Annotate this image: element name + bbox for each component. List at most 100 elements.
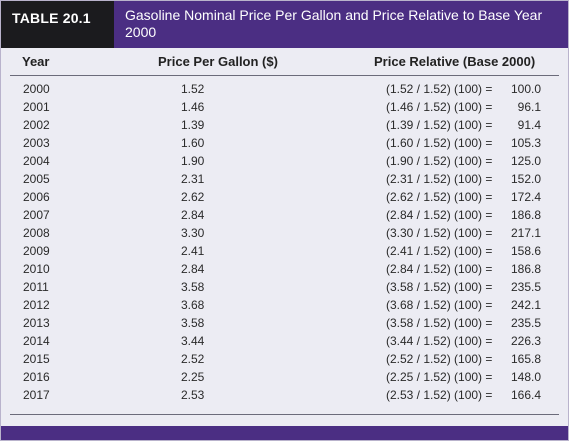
price-relative-expression: (1.90 / 1.52) (100) =	[386, 154, 493, 168]
year-cell: 2002	[23, 118, 50, 132]
table-row: 2002 1.39 (1.39 / 1.52) (100) = 91.4	[1, 116, 568, 134]
header-divider	[10, 75, 559, 76]
table-row: 2007 2.84 (2.84 / 1.52) (100) = 186.8	[1, 206, 568, 224]
table-row: 2006 2.62 (2.62 / 1.52) (100) = 172.4	[1, 188, 568, 206]
year-cell: 2013	[23, 316, 50, 330]
table-row: 2001 1.46 (1.46 / 1.52) (100) = 96.1	[1, 98, 568, 116]
year-cell: 2009	[23, 244, 50, 258]
table-header-bar: TABLE 20.1 Gasoline Nominal Price Per Ga…	[1, 1, 568, 48]
table-row: 2010 2.84 (2.84 / 1.52) (100) = 186.8	[1, 260, 568, 278]
table-bottom-rule	[10, 414, 559, 415]
table-row: 2016 2.25 (2.25 / 1.52) (100) = 148.0	[1, 368, 568, 386]
price-relative-value: 91.4	[517, 118, 541, 132]
price-relative-expression: (2.41 / 1.52) (100) =	[386, 244, 493, 258]
price-cell: 2.41	[181, 244, 205, 258]
price-cell: 3.30	[181, 226, 205, 240]
year-cell: 2006	[23, 190, 50, 204]
price-relative-expression: (3.58 / 1.52) (100) =	[386, 316, 493, 330]
year-cell: 2015	[23, 352, 50, 366]
price-relative-value: 165.8	[510, 352, 541, 366]
price-relative-value: 242.1	[510, 298, 541, 312]
year-cell: 2012	[23, 298, 50, 312]
column-header-price: Price Per Gallon ($)	[158, 54, 278, 69]
table-footer-bar	[1, 426, 568, 440]
price-cell: 1.60	[181, 136, 205, 150]
table-row: 2012 3.68 (3.68 / 1.52) (100) = 242.1	[1, 296, 568, 314]
price-relative-value: 235.5	[510, 316, 541, 330]
price-cell: 2.25	[181, 370, 205, 384]
price-relative-value: 96.1	[517, 100, 541, 114]
price-cell: 2.62	[181, 190, 205, 204]
price-cell: 2.31	[181, 172, 205, 186]
price-cell: 1.52	[181, 82, 205, 96]
year-cell: 2011	[23, 280, 49, 294]
price-relative-expression: (3.44 / 1.52) (100) =	[386, 334, 493, 348]
table-row: 2014 3.44 (3.44 / 1.52) (100) = 226.3	[1, 332, 568, 350]
price-relative-expression: (2.31 / 1.52) (100) =	[386, 172, 493, 186]
price-cell: 3.58	[181, 316, 205, 330]
price-cell: 1.90	[181, 154, 205, 168]
price-cell: 3.58	[181, 280, 205, 294]
year-cell: 2016	[23, 370, 50, 384]
year-cell: 2007	[23, 208, 50, 222]
year-cell: 2017	[23, 388, 50, 402]
price-relative-value: 105.3	[510, 136, 541, 150]
price-relative-value: 100.0	[510, 82, 541, 96]
table-row: 2004 1.90 (1.90 / 1.52) (100) = 125.0	[1, 152, 568, 170]
price-relative-value: 125.0	[510, 154, 541, 168]
price-relative-expression: (1.39 / 1.52) (100) =	[386, 118, 493, 132]
price-relative-value: 186.8	[510, 262, 541, 276]
price-cell: 1.39	[181, 118, 205, 132]
column-header-price-relative: Price Relative (Base 2000)	[374, 54, 536, 69]
price-relative-expression: (2.25 / 1.52) (100) =	[386, 370, 493, 384]
price-relative-expression: (2.84 / 1.52) (100) =	[386, 208, 493, 222]
table-label-box: TABLE 20.1	[1, 1, 114, 48]
table-row: 2003 1.60 (1.60 / 1.52) (100) = 105.3	[1, 134, 568, 152]
price-relative-value: 217.1	[510, 226, 541, 240]
table-row: 2005 2.31 (2.31 / 1.52) (100) = 152.0	[1, 170, 568, 188]
year-cell: 2000	[23, 82, 50, 96]
column-header-year: Year	[22, 54, 50, 69]
price-relative-value: 172.4	[510, 190, 541, 204]
table-row: 2013 3.58 (3.58 / 1.52) (100) = 235.5	[1, 314, 568, 332]
price-relative-expression: (3.58 / 1.52) (100) =	[386, 280, 493, 294]
price-cell: 3.68	[181, 298, 205, 312]
table-title: Gasoline Nominal Price Per Gallon and Pr…	[125, 7, 543, 40]
price-relative-value: 226.3	[510, 334, 541, 348]
table-label: TABLE 20.1	[12, 10, 91, 26]
price-relative-value: 152.0	[510, 172, 541, 186]
table-row: 2009 2.41 (2.41 / 1.52) (100) = 158.6	[1, 242, 568, 260]
price-relative-expression: (1.60 / 1.52) (100) =	[386, 136, 493, 150]
price-relative-expression: (2.84 / 1.52) (100) =	[386, 262, 493, 276]
price-relative-expression: (2.62 / 1.52) (100) =	[386, 190, 493, 204]
table-row: 2015 2.52 (2.52 / 1.52) (100) = 165.8	[1, 350, 568, 368]
price-cell: 1.46	[181, 100, 205, 114]
price-relative-expression: (1.52 / 1.52) (100) =	[386, 82, 493, 96]
price-cell: 2.84	[181, 262, 205, 276]
price-relative-value: 186.8	[510, 208, 541, 222]
price-cell: 2.52	[181, 352, 205, 366]
price-relative-expression: (3.30 / 1.52) (100) =	[386, 226, 493, 240]
year-cell: 2008	[23, 226, 50, 240]
price-relative-value: 166.4	[510, 388, 541, 402]
year-cell: 2001	[23, 100, 50, 114]
price-cell: 3.44	[181, 334, 205, 348]
price-relative-expression: (1.46 / 1.52) (100) =	[386, 100, 493, 114]
price-relative-expression: (2.52 / 1.52) (100) =	[386, 352, 493, 366]
table-body: 2000 1.52 (1.52 / 1.52) (100) = 100.0 2001 1.…	[1, 80, 568, 404]
price-relative-expression: (3.68 / 1.52) (100) =	[386, 298, 493, 312]
year-cell: 2010	[23, 262, 50, 276]
price-relative-value: 148.0	[510, 370, 541, 384]
year-cell: 2014	[23, 334, 50, 348]
price-cell: 2.84	[181, 208, 205, 222]
price-cell: 2.53	[181, 388, 205, 402]
year-cell: 2005	[23, 172, 50, 186]
table-row: 2011 3.58 (3.58 / 1.52) (100) = 235.5	[1, 278, 568, 296]
price-relative-value: 235.5	[510, 280, 541, 294]
table-row: 2017 2.53 (2.53 / 1.52) (100) = 166.4	[1, 386, 568, 404]
year-cell: 2003	[23, 136, 50, 150]
price-relative-expression: (2.53 / 1.52) (100) =	[386, 388, 493, 402]
table-row: 2000 1.52 (1.52 / 1.52) (100) = 100.0	[1, 80, 568, 98]
table-row: 2008 3.30 (3.30 / 1.52) (100) = 217.1	[1, 224, 568, 242]
